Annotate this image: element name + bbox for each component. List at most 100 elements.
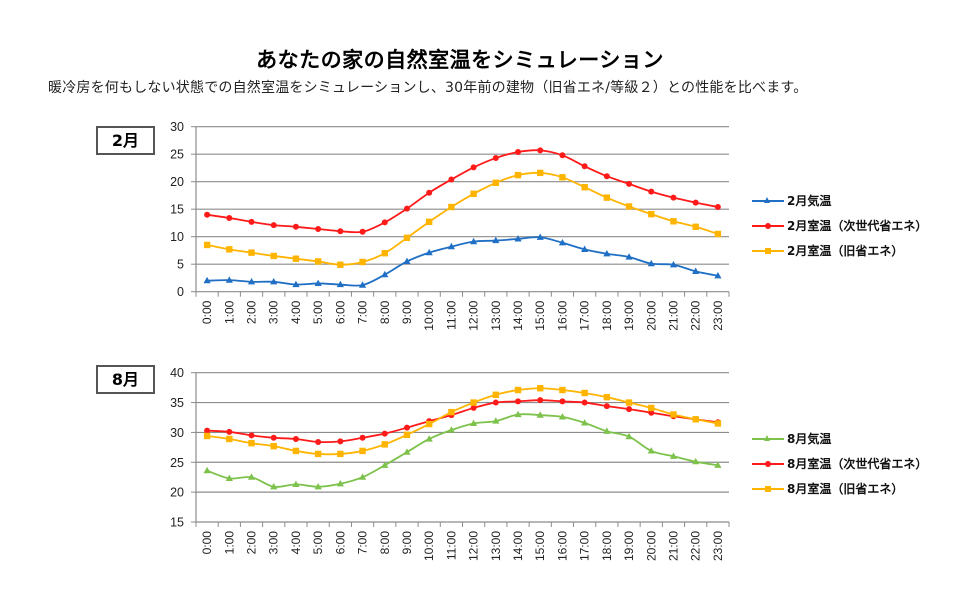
legend-aug: 8月気温 8月室温（次世代省エネ） 8月室温（旧省エネ）: [752, 426, 927, 501]
x-tick-label: 13:00: [489, 531, 503, 561]
data-point: [270, 482, 278, 490]
legend-feb: 2月気温 2月室温（次世代省エネ） 2月室温（旧省エネ）: [752, 188, 927, 263]
y-tick-label: 15: [170, 516, 184, 530]
data-point: [470, 404, 477, 411]
data-point: [537, 397, 544, 404]
data-point: [292, 435, 299, 442]
data-point: [669, 452, 678, 459]
x-tick-label: 2:00: [245, 531, 259, 555]
data-point: [647, 259, 655, 267]
data-point: [470, 237, 478, 245]
data-point: [648, 409, 655, 416]
data-point: [581, 389, 588, 397]
data-point: [581, 163, 588, 170]
data-point: [337, 450, 344, 458]
data-point: [603, 427, 611, 434]
data-point: [247, 278, 256, 285]
x-tick-label: 5:00: [311, 300, 325, 324]
data-point: [515, 398, 522, 405]
legend-item: 8月室温（次世代省エネ）: [752, 451, 927, 476]
data-point: [447, 426, 455, 433]
data-point: [625, 203, 633, 210]
data-point: [226, 435, 233, 443]
data-point: [536, 411, 544, 418]
x-tick-label: 8:00: [378, 531, 392, 555]
data-point: [225, 276, 233, 283]
x-tick-label: 12:00: [467, 531, 481, 561]
data-point: [270, 278, 278, 285]
legend-swatch-icon: [752, 434, 784, 444]
data-point: [425, 435, 433, 442]
data-point: [359, 434, 366, 441]
x-tick-label: 0:00: [200, 531, 214, 555]
data-point: [292, 480, 300, 487]
data-point: [470, 419, 478, 427]
data-point: [692, 416, 699, 423]
x-tick-label: 9:00: [400, 300, 414, 324]
series-feb-0: [203, 233, 722, 288]
legend-swatch-icon: [752, 221, 784, 231]
data-point: [337, 261, 344, 268]
data-point: [314, 258, 322, 265]
data-point: [514, 386, 522, 394]
data-point: [669, 260, 678, 268]
x-tick-label: 7:00: [356, 531, 370, 555]
chart-aug: 15 20 25 30 35 40 0:00 1:00 2:00 3:00 4:00 5:00 6:00…: [170, 366, 730, 561]
data-point: [336, 479, 344, 487]
x-tick-label: 9:00: [400, 531, 414, 555]
data-point: [403, 431, 411, 439]
data-point: [537, 385, 544, 392]
x-tick-label: 20:00: [644, 300, 658, 330]
series-feb-2: [203, 169, 722, 268]
y-tick-label: 20: [170, 175, 184, 189]
x-tick-label: 1:00: [222, 531, 236, 555]
x-tick-label: 23:00: [711, 531, 725, 561]
data-point: [603, 249, 611, 257]
data-point: [559, 152, 566, 159]
data-point: [470, 190, 477, 197]
data-point: [226, 428, 233, 435]
series-aug-0: [203, 410, 722, 490]
data-point: [670, 218, 677, 225]
legend-label: 8月気温: [787, 432, 832, 446]
data-point: [359, 447, 366, 455]
data-point: [559, 174, 566, 181]
data-point: [425, 248, 433, 256]
data-point: [314, 279, 322, 287]
page-title: あなたの家の自然室温をシミュレーション: [256, 48, 664, 72]
data-point: [536, 233, 544, 240]
x-tick-label: 8:00: [378, 300, 392, 324]
x-tick-label: 11:00: [444, 300, 458, 329]
data-point: [625, 432, 633, 440]
legend-item: 8月気温: [752, 426, 927, 451]
legend-label: 2月室温（次世代省エネ）: [787, 219, 928, 233]
data-point: [204, 427, 211, 434]
x-tick-label: 23:00: [711, 300, 725, 330]
x-tick-label: 10:00: [422, 531, 436, 561]
legend-swatch-icon: [752, 484, 784, 494]
legend-item: 2月気温: [752, 188, 927, 213]
data-point: [492, 391, 500, 398]
data-point: [204, 211, 211, 218]
series-aug-2: [203, 385, 722, 458]
series-aug-1: [204, 397, 721, 445]
x-tick-label: 11:00: [444, 531, 458, 560]
data-point: [448, 203, 455, 211]
x-tick-label: 19:00: [622, 300, 636, 330]
data-point: [425, 420, 433, 428]
data-point: [448, 176, 455, 183]
data-point: [692, 223, 699, 230]
data-point: [225, 474, 233, 482]
data-point: [626, 406, 633, 413]
data-point: [648, 404, 655, 412]
page-subtitle: 暖冷房を何もしない状態での自然室温をシミュレーションし、30年前の建物（旧省エネ…: [48, 80, 808, 96]
y-tick-label: 5: [177, 258, 184, 272]
x-tick-label: 20:00: [644, 531, 658, 561]
y-tick-label: 30: [170, 120, 184, 134]
data-point: [359, 228, 366, 235]
data-point: [626, 180, 633, 187]
data-point: [448, 408, 455, 416]
data-point: [537, 169, 544, 177]
data-point: [315, 226, 322, 232]
